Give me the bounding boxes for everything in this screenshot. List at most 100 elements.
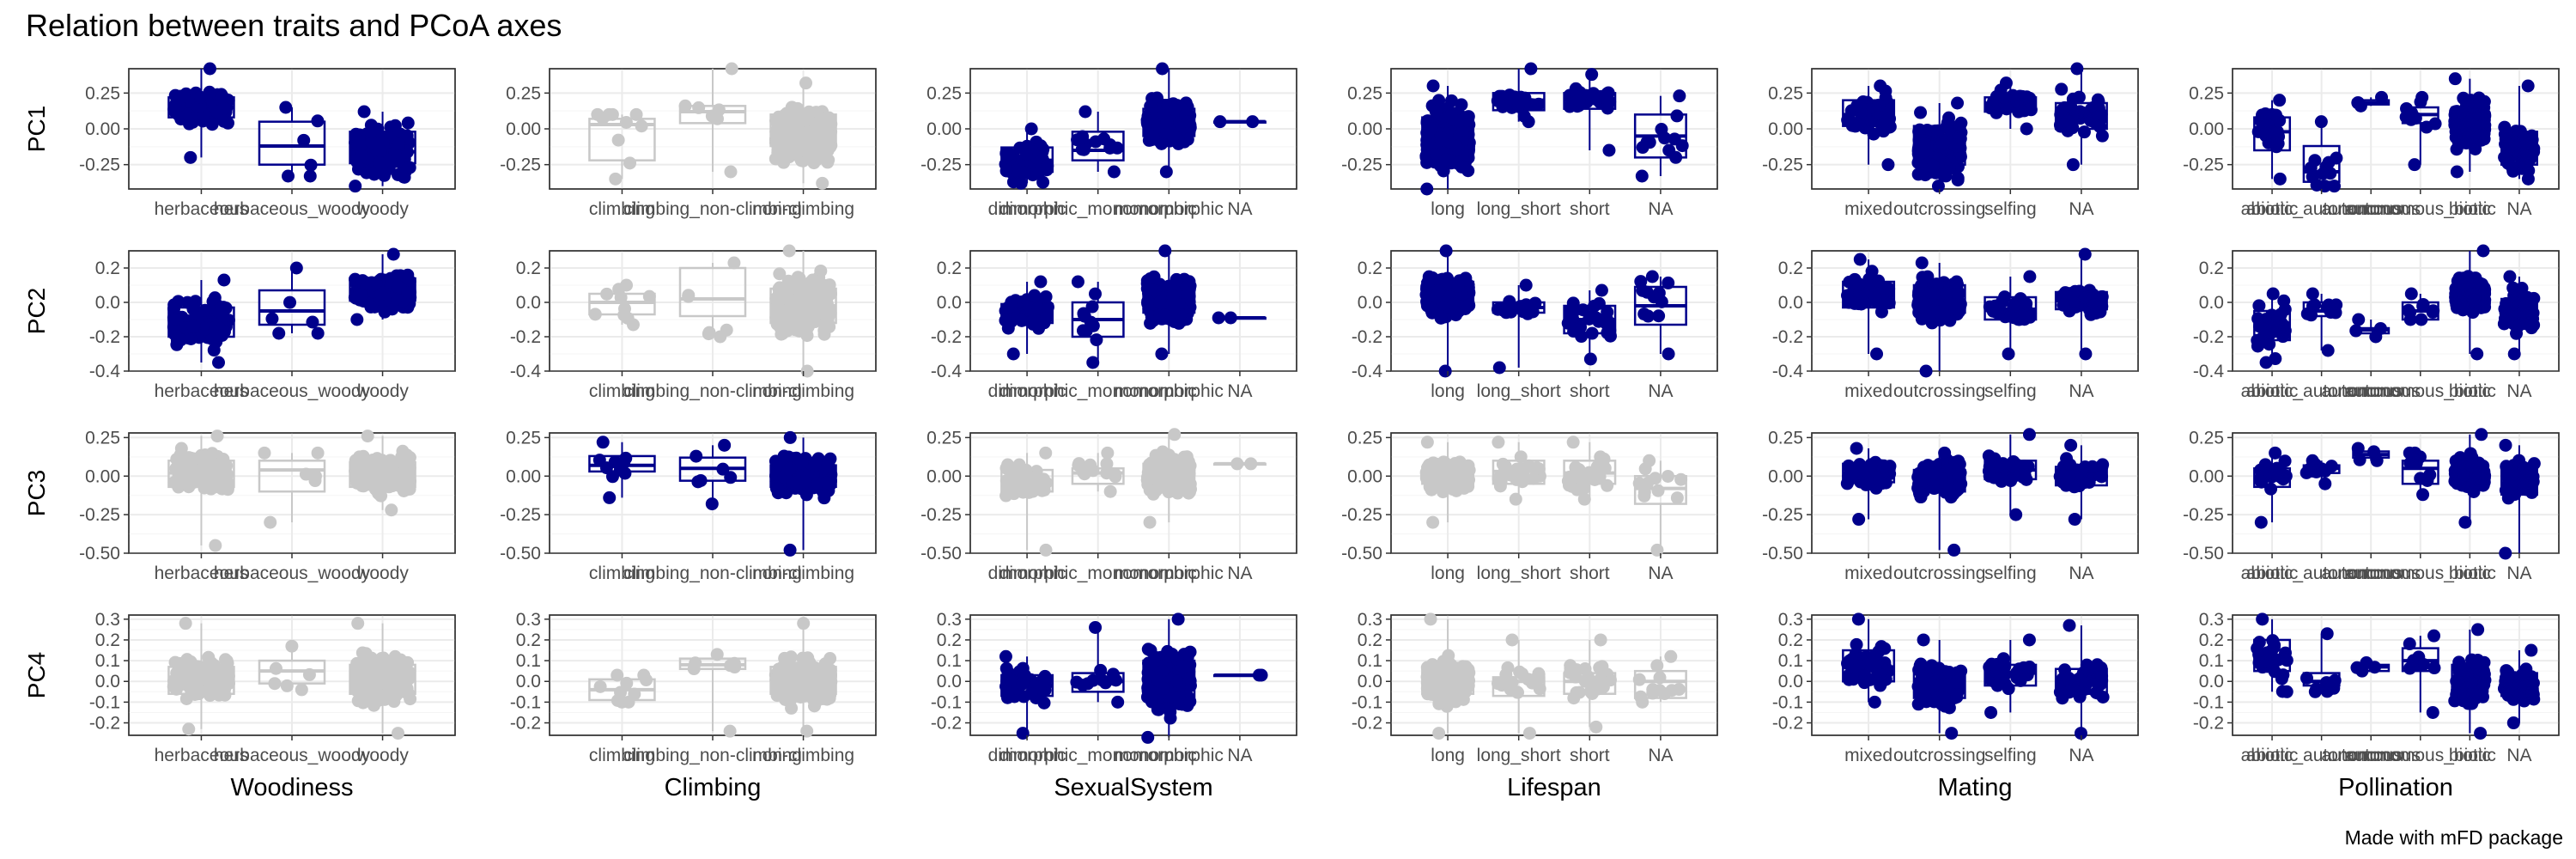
data-point — [1252, 668, 1266, 682]
data-point — [194, 90, 208, 104]
y-tick-label: 0.2 — [937, 631, 962, 650]
column-label-Climbing: Climbing — [665, 774, 762, 801]
data-point — [220, 654, 234, 667]
data-point — [620, 676, 634, 690]
data-point — [694, 473, 708, 487]
data-point — [396, 662, 410, 676]
y-tick-label: 0.25 — [927, 83, 962, 103]
data-point — [1420, 182, 1434, 196]
y-tick-label: -0.2 — [1352, 327, 1382, 347]
y-tick-label: 0.0 — [516, 672, 541, 691]
row-label-PC2: PC2 — [23, 288, 50, 334]
data-point — [682, 289, 696, 303]
x-tick-label: NA — [1227, 199, 1252, 219]
panel-SexualSystem-PC2: -0.4-0.20.00.2dimorphicdimorphic_monomor… — [931, 244, 1297, 401]
data-point — [779, 290, 793, 304]
data-point — [1024, 687, 1038, 701]
data-point — [169, 312, 183, 326]
data-point — [618, 302, 632, 315]
y-tick-label: 0.00 — [1347, 466, 1382, 486]
data-point — [1429, 104, 1443, 118]
data-point — [823, 652, 837, 666]
data-point — [791, 682, 805, 696]
panel-Woodiness-PC3: -0.50-0.250.000.25herbaceousherbaceous_w… — [79, 428, 456, 583]
data-point — [379, 688, 392, 702]
data-point — [816, 176, 829, 190]
x-tick-label: NA — [1227, 381, 1252, 401]
data-point — [1077, 307, 1091, 320]
row-label-PC1: PC1 — [23, 106, 50, 152]
data-point — [365, 136, 379, 149]
data-point — [1435, 131, 1449, 145]
data-point — [353, 656, 367, 670]
data-point — [389, 292, 403, 306]
data-point — [798, 109, 811, 123]
y-tick-label: 0.2 — [516, 631, 541, 650]
data-point — [1078, 105, 1092, 119]
box-climbing_non-climbing — [678, 438, 747, 511]
y-tick-label: 0.0 — [937, 293, 962, 313]
data-point — [1015, 314, 1029, 327]
data-point — [303, 169, 317, 183]
panel-Climbing-PC1: -0.250.000.25climbingclimbing_non-climbi… — [500, 62, 877, 219]
data-point — [1037, 696, 1051, 710]
data-point — [1160, 116, 1174, 130]
x-tick-label: short — [1570, 381, 1610, 401]
data-point — [611, 693, 624, 707]
data-point — [378, 305, 392, 319]
y-tick-label: 0.00 — [927, 466, 962, 486]
data-point — [822, 111, 835, 125]
data-point — [1076, 465, 1090, 478]
data-point — [1181, 115, 1194, 129]
data-point — [391, 727, 404, 740]
row-label-PC4: PC4 — [23, 652, 50, 698]
y-tick-label: 0.25 — [506, 428, 541, 448]
data-point — [1096, 673, 1109, 687]
column-label-SexualSystem: SexualSystem — [1054, 774, 1212, 801]
data-point — [205, 661, 219, 675]
data-point — [1158, 244, 1172, 258]
y-tick-label: -0.50 — [500, 544, 541, 564]
y-tick-label: 0.0 — [95, 672, 120, 691]
y-tick-label: -0.25 — [79, 155, 120, 175]
data-point — [373, 467, 386, 481]
panel-Climbing-PC4: -0.2-0.10.00.10.20.3climbingclimbing_non… — [510, 610, 877, 765]
data-point — [783, 543, 797, 557]
data-point — [1086, 356, 1100, 369]
y-tick-label: 0.2 — [95, 259, 120, 278]
data-point — [1076, 679, 1090, 692]
box-non-climbing — [769, 76, 838, 190]
data-point — [771, 122, 785, 136]
x-tick-label: climbing_non-climbing — [623, 564, 802, 583]
data-point — [718, 438, 732, 452]
y-tick-label: -0.25 — [1341, 505, 1382, 525]
data-point — [182, 722, 196, 736]
data-point — [207, 344, 221, 357]
box-herbaceous_woody — [258, 639, 326, 697]
x-tick-label: climbing — [589, 381, 655, 401]
x-tick-label: long_short — [1477, 381, 1561, 401]
data-point — [1426, 515, 1440, 529]
data-point — [1077, 143, 1091, 156]
y-tick-label: 0.1 — [937, 651, 962, 671]
x-tick-label: non-climbing — [752, 746, 854, 765]
data-point — [1145, 283, 1158, 296]
x-tick-label: herbaceous — [155, 199, 249, 219]
data-point — [1002, 148, 1016, 161]
data-point — [1158, 308, 1172, 322]
y-tick-label: 0.1 — [95, 651, 120, 671]
data-point — [1039, 672, 1053, 685]
data-point — [203, 684, 216, 698]
data-point — [205, 118, 219, 131]
data-point — [1016, 677, 1030, 691]
y-tick-label: 0.25 — [927, 428, 962, 448]
data-point — [264, 515, 277, 529]
box-climbing — [588, 107, 656, 186]
panel-Woodiness-PC1: -0.250.000.25herbaceousherbaceous_woodyw… — [79, 62, 456, 219]
x-tick-label: NA — [1227, 746, 1252, 765]
y-tick-label: 0.25 — [1347, 428, 1382, 448]
data-point — [388, 649, 402, 663]
data-point — [799, 76, 813, 90]
column-label-Woodiness: Woodiness — [231, 774, 354, 801]
